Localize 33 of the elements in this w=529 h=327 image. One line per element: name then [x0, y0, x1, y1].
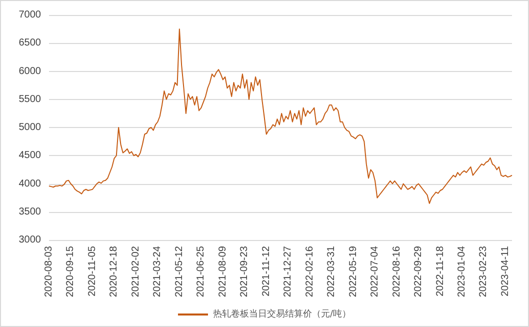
x-tick-label: 2021-08-09 — [217, 246, 228, 298]
x-tick-label: 2022-07-04 — [370, 246, 381, 298]
x-tick-label: 2022-11-18 — [434, 246, 446, 296]
x-tick-label: 2021-12-27 — [282, 246, 294, 298]
y-tick-label: 7000 — [18, 10, 42, 20]
y-tick-label: 6500 — [18, 38, 42, 49]
y-tick-label: 3500 — [18, 206, 42, 218]
y-tick-label: 3000 — [18, 234, 42, 246]
x-tick-label: 2021-02-02 — [130, 246, 142, 298]
x-tick-label: 2023-02-23 — [478, 246, 490, 298]
y-tick-label: 5500 — [18, 94, 42, 105]
x-tick-label: 2020-12-18 — [108, 246, 120, 298]
x-tick-label: 2021-05-12 — [174, 246, 185, 298]
y-tick-label: 4000 — [18, 178, 42, 190]
x-tick-label: 2021-09-23 — [239, 246, 250, 298]
x-tick-label: 2021-11-12 — [260, 246, 272, 296]
x-tick-label: 2023-04-11 — [500, 246, 511, 296]
x-tick-label: 2022-08-16 — [391, 246, 402, 298]
x-tick-label: 2022-05-19 — [348, 246, 359, 298]
x-tick-label: 2020-08-03 — [44, 246, 54, 298]
x-tick-label: 2021-06-25 — [196, 246, 207, 298]
x-tick-label: 2022-09-29 — [413, 246, 424, 298]
y-tick-label: 5000 — [18, 122, 42, 133]
x-tick-label: 2022-03-31 — [326, 246, 338, 298]
line-series — [48, 28, 512, 204]
x-tick-label: 2020-09-15 — [65, 246, 76, 298]
y-tick-label: 6000 — [18, 66, 42, 77]
x-tick-label: 2022-02-16 — [304, 246, 316, 298]
x-tick-label: 2021-03-24 — [152, 246, 164, 298]
legend-label: 热轧卷板当日交易结算价（元/吨） — [212, 308, 352, 320]
y-tick-label: 4500 — [18, 150, 42, 162]
x-tick-label: 2020-11-05 — [86, 246, 98, 296]
x-tick-label: 2023-01-04 — [456, 246, 468, 298]
